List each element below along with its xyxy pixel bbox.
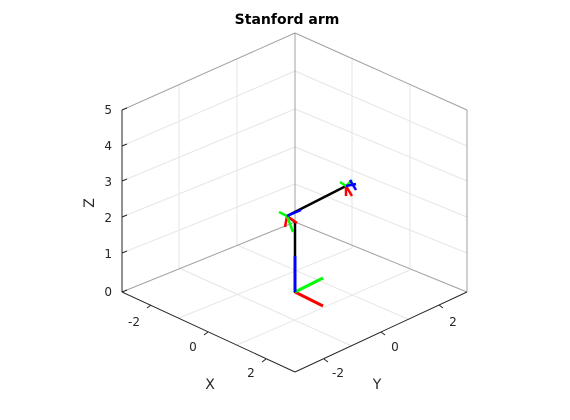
floor-grid-line	[236, 269, 411, 346]
wall-grid-line	[121, 146, 296, 218]
wall-grid-line	[294, 70, 468, 147]
ee-frame-y-axis	[339, 180, 347, 188]
shoulder-frame-y-axis-2	[285, 215, 295, 233]
z-axis-label: Z	[82, 198, 98, 208]
x-tick-label: 0	[189, 340, 197, 354]
wall-grid-line	[294, 183, 468, 254]
y-axis-label: Y	[372, 377, 382, 393]
z-tick	[121, 250, 128, 254]
y-tick-label: 0	[391, 340, 399, 354]
z-tick	[121, 214, 128, 218]
y-tick-label: -2	[332, 366, 344, 380]
plot-title: Stanford arm	[235, 12, 340, 28]
z-tick-label: 5	[104, 103, 112, 117]
z-tick-label: 3	[104, 175, 112, 189]
base-frame-x-axis	[294, 290, 324, 308]
x-tick-label: -2	[128, 315, 140, 329]
floor-grid-line	[178, 247, 353, 319]
back-wall-right	[295, 33, 467, 292]
shoulder-frame-y-axis	[278, 210, 288, 218]
box-edge	[121, 221, 296, 293]
floor-grid-line	[178, 267, 353, 347]
back-wall-left	[122, 33, 295, 292]
z-tick-label: 0	[104, 285, 112, 299]
floor-grid-line	[236, 244, 411, 321]
box-edge	[121, 32, 296, 111]
grid-lines	[121, 59, 468, 347]
floor	[122, 222, 467, 372]
ee-frame-z-axis-2	[348, 179, 358, 191]
ee-frame-x-axis-2	[344, 185, 354, 197]
z-tick-labels: 0 1 2 3 4 5	[104, 103, 112, 299]
x-tick-label: 2	[247, 366, 255, 380]
z-tick	[121, 178, 128, 182]
end-effector-coordinate-frame	[339, 179, 358, 197]
x-tick	[203, 331, 209, 336]
z-tick-label: 2	[104, 211, 112, 225]
box-edge	[294, 221, 468, 293]
z-tick	[121, 143, 128, 147]
wall-grid-line	[121, 70, 296, 147]
x-tick	[261, 358, 267, 363]
wall-grid-line	[121, 108, 296, 182]
x-tick	[146, 304, 152, 309]
wall-grid-line	[294, 146, 468, 218]
y-tick	[323, 358, 329, 363]
z-tick-label: 4	[104, 139, 112, 153]
ee-frame-z-axis	[345, 182, 357, 188]
x-tick-labels: -2 0 2	[128, 315, 255, 380]
z-tick	[121, 107, 128, 111]
axes-box	[121, 32, 468, 293]
shoulder-frame-z-axis	[286, 208, 302, 218]
z-tick-label: 1	[104, 247, 112, 261]
y-tick	[438, 304, 444, 309]
wall-grid-line	[121, 183, 296, 254]
shoulder-coordinate-frame	[278, 208, 302, 233]
base-coordinate-frame	[293, 256, 324, 308]
box-edge	[294, 32, 468, 111]
y-tick-labels: -2 0 2	[332, 315, 457, 380]
base-frame-y-axis	[294, 276, 324, 294]
wall-grid-line	[294, 108, 468, 182]
z-tick	[121, 289, 128, 293]
x-axis-label: X	[205, 377, 215, 393]
y-tick-label: 2	[449, 315, 457, 329]
y-tick	[380, 331, 386, 336]
axes-walls	[122, 33, 467, 372]
tick-marks	[121, 107, 444, 363]
